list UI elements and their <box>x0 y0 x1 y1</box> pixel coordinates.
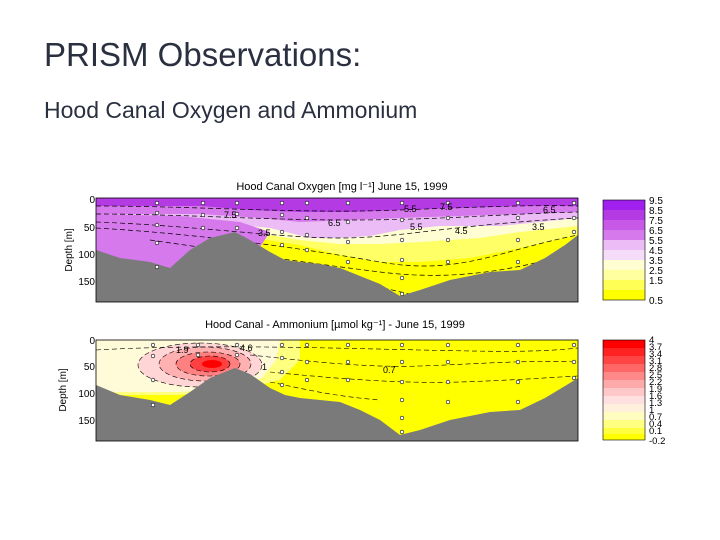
ammonium-colorbar-tick: 1.9 <box>649 384 662 395</box>
ammonium-y-axis: 0 50 100 150 <box>78 336 95 427</box>
ammonium-bathymetry <box>96 368 578 441</box>
ammonium-colorbar: 4 3.7 3.4 3.1 2.8 2.5 2.2 1.9 1.6 1.3 1 … <box>602 335 665 447</box>
ammonium-panel-title: Hood Canal - Ammonium [µmol kg⁻¹] - June… <box>205 319 465 331</box>
slide-subtitle: Hood Canal Oxygen and Ammonium <box>44 97 418 123</box>
oxygen-contour-labels: 7.5 6.5 5.5 4.5 3.5 5.5 7.5 6.5 3.5 <box>224 202 556 238</box>
oxygen-colorbar-ticks: 9.5 8.5 7.5 6.5 5.5 4.5 3.5 2.5 1.5 0.5 <box>649 196 663 307</box>
ammonium-fill-peak <box>202 360 222 368</box>
oxygen-ytick: 150 <box>78 277 95 288</box>
oxygen-colorbar-tick: 4.5 <box>649 246 663 257</box>
oxygen-colorbar-tick: 9.5 <box>649 196 663 207</box>
ammonium-colorbar-ticks: 4 3.7 3.4 3.1 2.8 2.5 2.2 1.9 1.6 1.3 1 … <box>649 335 665 447</box>
oxygen-contour-label: 3.5 <box>258 228 271 238</box>
oxygen-contour-label: 7.5 <box>224 210 237 220</box>
ammonium-section-plot: 1.9 4.6 1 0.7 <box>96 340 578 441</box>
ammonium-contour-label: 0.7 <box>383 365 396 375</box>
oxygen-colorbar-tick: 8.5 <box>649 206 663 217</box>
ammonium-ytick: 50 <box>84 362 96 373</box>
oxygen-ytick: 100 <box>78 250 95 261</box>
oxygen-plot-frame <box>95 197 579 303</box>
oxygen-panel-title: Hood Canal Oxygen [mg l⁻¹] June 15, 1999 <box>236 181 447 193</box>
oxygen-colorbar-tick: 1.5 <box>649 276 663 287</box>
ammonium-cast-samples <box>150 342 577 435</box>
oxygen-colorbar-tick: 3.5 <box>649 256 663 267</box>
oxygen-colorbar-tick: 6.5 <box>649 226 663 237</box>
ammonium-colorbar-tick: 1 <box>649 405 654 416</box>
oxygen-contour-label: 6.5 <box>543 205 556 215</box>
oxygen-contour-label: 7.5 <box>440 202 453 212</box>
ammonium-ytick: 150 <box>78 416 95 427</box>
oxygen-bathymetry <box>96 232 578 302</box>
ammonium-colorbar-tick: 3.7 <box>649 342 662 353</box>
ammonium-colorbar-tick: 1.3 <box>649 398 662 409</box>
ammonium-ytick: 0 <box>89 336 95 347</box>
oxygen-ytick: 50 <box>84 223 96 234</box>
oxygen-colorbar-tick: 7.5 <box>649 216 663 227</box>
ammonium-colorbar-tick: 0.1 <box>649 426 662 437</box>
oxygen-colorbar-tick: 0.5 <box>649 296 663 307</box>
ammonium-colorbar-tick: 2.8 <box>649 363 662 374</box>
ammonium-contour-label: 4.6 <box>240 343 253 353</box>
oxygen-section-plot: 7.5 6.5 5.5 4.5 3.5 5.5 7.5 6.5 3.5 <box>96 198 578 302</box>
oxygen-colorbar-tick: 2.5 <box>649 266 663 277</box>
oxygen-contour-label: 4.5 <box>455 226 468 236</box>
oxygen-y-axis: 0 50 100 150 <box>78 195 95 288</box>
ammonium-contour-labels: 1.9 4.6 1 0.7 <box>176 343 396 375</box>
ammonium-colorbar-tick: 0.4 <box>649 419 662 430</box>
ammonium-y-label: Depth [m] <box>58 368 69 412</box>
ammonium-colorbar-tick: 3.1 <box>649 356 662 367</box>
ammonium-colorbar-tick: 2.5 <box>649 370 662 381</box>
ammonium-colorbar-tick: -0.2 <box>649 436 665 447</box>
ammonium-contour-label: 1 <box>262 362 267 372</box>
ammonium-plot-frame <box>95 339 579 442</box>
ammonium-panel: Hood Canal - Ammonium [µmol kg⁻¹] - June… <box>58 319 665 447</box>
ammonium-colorbar-tick: 4 <box>649 335 654 346</box>
ammonium-colorbar-tick: 3.4 <box>649 349 662 360</box>
oxygen-colorbar-tick: 5.5 <box>649 236 663 247</box>
oxygen-colorbar: 9.5 8.5 7.5 6.5 5.5 4.5 3.5 2.5 1.5 0.5 <box>602 196 663 307</box>
ammonium-contour-label: 1.9 <box>176 345 189 355</box>
oxygen-y-label: Depth [m] <box>64 228 75 272</box>
oxygen-contour-label: 5.5 <box>404 204 417 214</box>
oxygen-contour-label: 5.5 <box>410 222 423 232</box>
ammonium-colorbar-tick: 0.7 <box>649 412 662 423</box>
ammonium-colorbar-tick: 2.2 <box>649 377 662 388</box>
ammonium-contours <box>96 342 578 401</box>
oxygen-panel: Hood Canal Oxygen [mg l⁻¹] June 15, 1999 <box>64 181 663 307</box>
oxygen-contour-label: 3.5 <box>532 222 545 232</box>
ammonium-ytick: 100 <box>78 389 95 400</box>
oxygen-contour-label: 6.5 <box>328 218 341 228</box>
oxygen-fill-band-6 <box>96 198 578 212</box>
oxygen-ytick: 0 <box>89 195 95 206</box>
oxygen-cast-samples <box>154 200 577 297</box>
slide-title: PRISM Observations: <box>44 36 362 73</box>
ammonium-colorbar-tick: 1.6 <box>649 391 662 402</box>
